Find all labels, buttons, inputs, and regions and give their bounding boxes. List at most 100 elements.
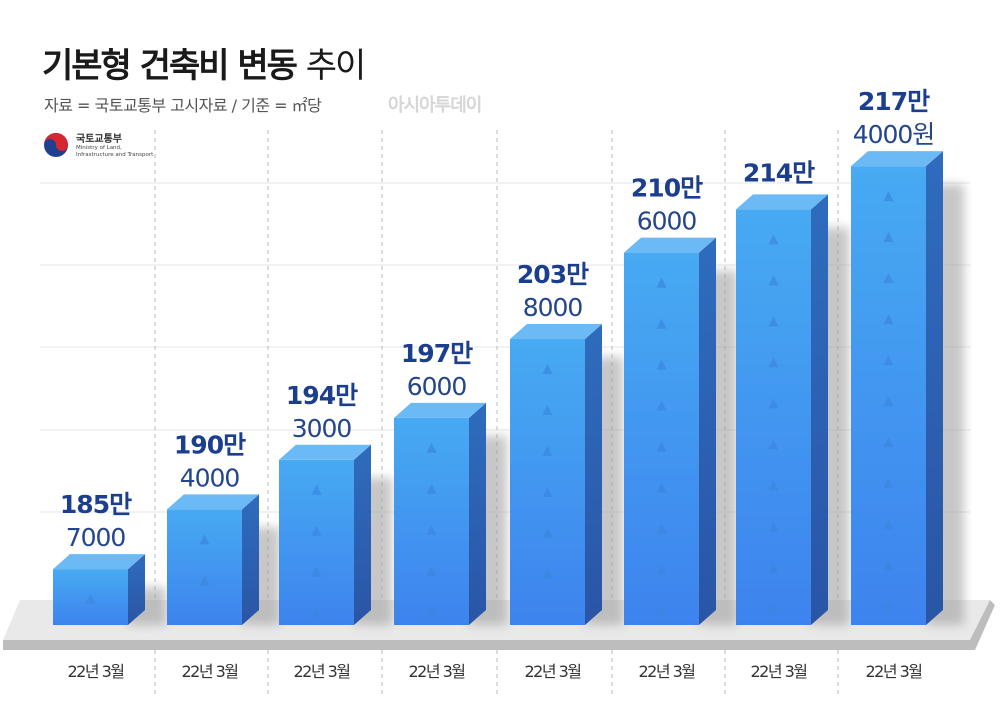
- value-label-sub: 3000: [292, 414, 352, 443]
- triangle-icon: [656, 359, 667, 370]
- value-label-sub: 4000원: [853, 120, 935, 149]
- value-label-main: 217만: [858, 87, 930, 116]
- x-tick-label: 22년 3월: [524, 662, 581, 681]
- logo-name-ko: 국토교통부: [76, 134, 122, 145]
- triangle-icon: [883, 314, 894, 325]
- triangle-icon: [768, 357, 779, 368]
- triangle-icon: [768, 521, 779, 532]
- triangle-icon: [656, 605, 667, 616]
- bar-front: [510, 339, 585, 625]
- bar-side: [469, 402, 486, 625]
- triangle-icon: [199, 534, 210, 545]
- triangle-icon: [768, 275, 779, 286]
- triangle-icon: [768, 603, 779, 614]
- triangle-icon: [656, 482, 667, 493]
- bar: [624, 237, 716, 626]
- bar: [279, 444, 371, 625]
- value-label-main: 194만: [286, 381, 358, 410]
- value-label-main: 214만: [743, 158, 815, 187]
- bar-side: [128, 554, 145, 625]
- triangle-icon: [883, 437, 894, 448]
- triangle-icon: [883, 191, 894, 202]
- triangle-icon: [768, 234, 779, 245]
- bar: [851, 151, 943, 625]
- logo-name-en-2: Infrastructure and Transport: [76, 152, 154, 158]
- value-label-main: 203만: [517, 260, 589, 289]
- triangle-icon: [542, 446, 553, 457]
- triangle-icon: [542, 487, 553, 498]
- triangle-icon: [426, 442, 437, 453]
- value-label-main: 190만: [174, 430, 246, 459]
- subtitle: 자료 = 국토교통부 고시자료 / 기준 = ㎡당: [44, 96, 322, 115]
- taegeuk-icon: [44, 132, 68, 157]
- bar-top: [53, 554, 145, 570]
- triangle-icon: [542, 528, 553, 539]
- bar-top: [279, 444, 371, 460]
- bar-top: [736, 194, 828, 210]
- triangle-icon: [311, 607, 322, 618]
- bar: [736, 194, 828, 625]
- triangle-icon: [542, 364, 553, 375]
- watermark: 아시아투데이: [388, 95, 482, 116]
- value-label-sub: 7000: [66, 523, 126, 552]
- value-label-sub: 6000: [637, 207, 697, 236]
- bar-side: [811, 194, 828, 625]
- bar-top: [624, 237, 716, 253]
- x-tick-label: 22년 3월: [638, 662, 695, 681]
- x-tick-label: 22년 3월: [865, 662, 922, 681]
- bar-top: [167, 494, 259, 510]
- triangle-icon: [656, 441, 667, 452]
- triangle-icon: [426, 483, 437, 494]
- triangle-icon: [426, 524, 437, 535]
- bar: [53, 554, 145, 625]
- triangle-icon: [883, 519, 894, 530]
- bar-front: [851, 166, 926, 625]
- triangle-icon: [768, 439, 779, 450]
- triangle-icon: [542, 569, 553, 580]
- triangle-icon: [768, 398, 779, 409]
- triangle-icon: [883, 478, 894, 489]
- triangle-icon: [311, 484, 322, 495]
- triangle-icon: [768, 316, 779, 327]
- triangle-icon: [883, 601, 894, 612]
- x-tick-label: 22년 3월: [181, 662, 238, 681]
- value-label-main: 185만: [60, 490, 132, 519]
- triangle-icon: [768, 562, 779, 573]
- bar: [510, 324, 602, 625]
- bar-top: [851, 151, 943, 167]
- bar-front: [624, 252, 699, 626]
- triangle-icon: [883, 232, 894, 243]
- value-label-main: 197만: [401, 339, 473, 368]
- value-label-sub: 6000: [407, 372, 467, 401]
- bar-side: [699, 237, 716, 626]
- triangle-icon: [883, 396, 894, 407]
- triangle-icon: [426, 606, 437, 617]
- bar-front: [167, 509, 242, 625]
- triangle-icon: [883, 273, 894, 284]
- triangle-icon: [656, 400, 667, 411]
- floor-edge: [3, 600, 995, 650]
- bar-front: [279, 459, 354, 625]
- bar-side: [585, 324, 602, 625]
- triangle-icon: [656, 523, 667, 534]
- triangle-icon: [883, 355, 894, 366]
- bar-side: [354, 444, 371, 625]
- x-tick-label: 22년 3월: [408, 662, 465, 681]
- bar: [167, 494, 259, 625]
- bar: [394, 402, 486, 625]
- value-label-sub: 4000: [180, 463, 240, 492]
- bar-top: [510, 324, 602, 340]
- triangle-icon: [656, 277, 667, 288]
- x-tick-label: 22년 3월: [67, 662, 124, 681]
- ministry-logo: 국토교통부 Ministry of Land, Infrastructure a…: [42, 130, 153, 159]
- triangle-icon: [883, 560, 894, 571]
- triangle-icon: [311, 525, 322, 536]
- bar-side: [926, 151, 943, 625]
- triangle-icon: [768, 480, 779, 491]
- page-title: 기본형 건축비 변동 추이: [42, 38, 367, 87]
- title-light: 추이: [305, 46, 367, 86]
- triangle-icon: [542, 405, 553, 416]
- value-label-sub: 8000: [523, 293, 583, 322]
- bar-side: [242, 494, 259, 625]
